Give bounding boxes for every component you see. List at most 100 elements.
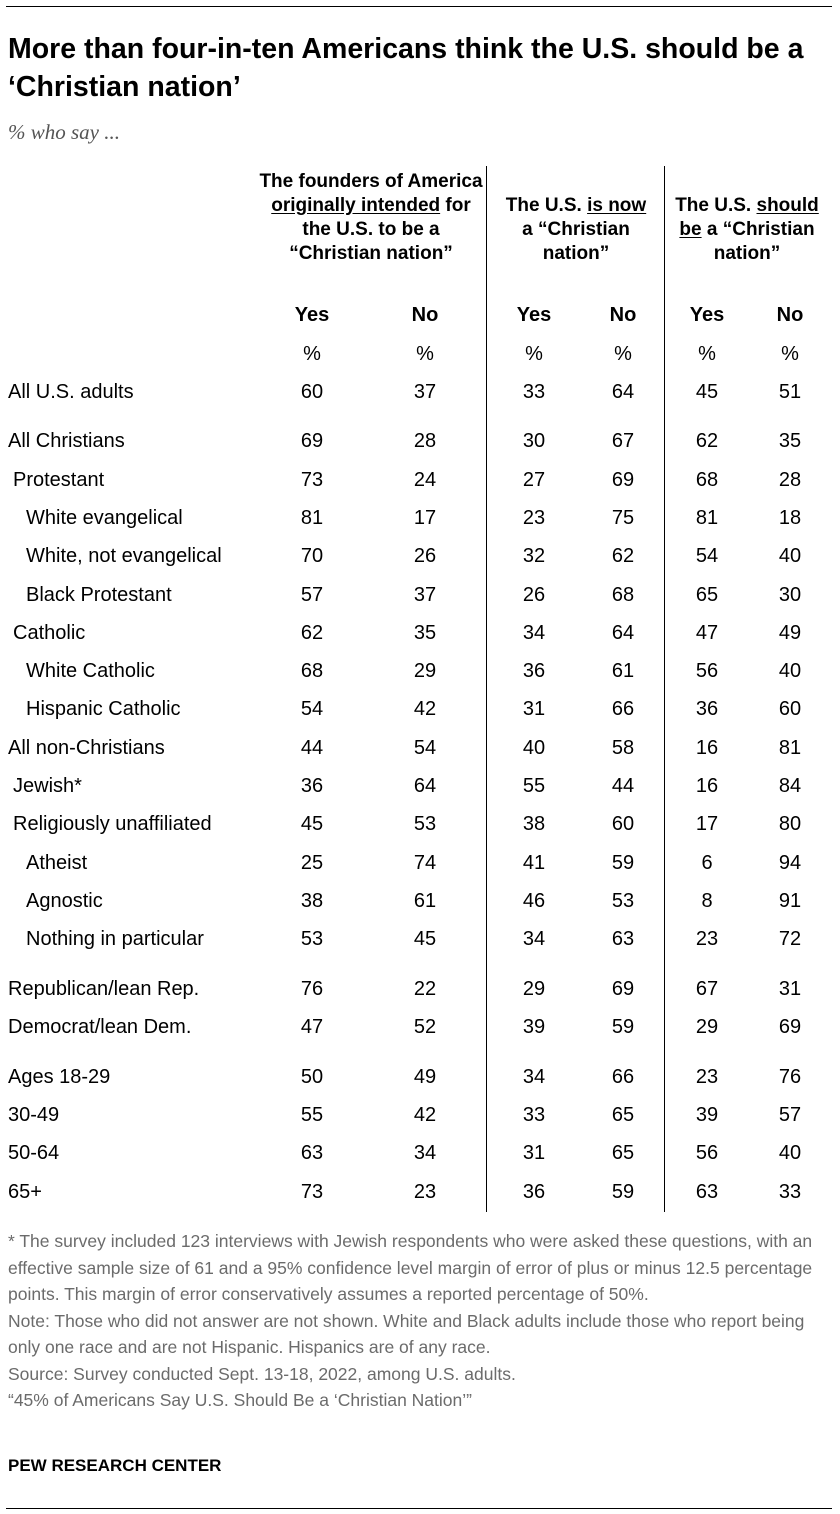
row-label: 30-49 [8,1104,60,1126]
table-cell: 60 [300,381,324,403]
table-cell: 66 [611,698,635,720]
table-cell: 80 [778,813,802,835]
yes-header: Yes [516,304,552,326]
table-cell: 81 [778,737,802,759]
table-cell: 31 [778,978,802,1000]
row-label: All Christians [8,430,125,452]
table-cell: 22 [413,978,437,1000]
table-cell: 54 [695,545,719,567]
row-label: Agnostic [26,890,103,912]
table-cell: 57 [300,584,324,606]
row-label: White, not evangelical [26,545,222,567]
row-label: 65+ [8,1181,42,1203]
table-cell: 34 [522,928,546,950]
table-cell: 57 [778,1104,802,1126]
table-cell: 17 [695,813,719,835]
table-cell: 37 [413,584,437,606]
table-cell: 64 [611,381,635,403]
table-cell: 31 [522,698,546,720]
table-cell: 38 [300,890,324,912]
table-cell: 63 [300,1142,324,1164]
no-header: No [411,304,439,326]
page-title: More than four-in-ten Americans think th… [8,33,804,103]
table-cell: 63 [611,928,635,950]
table-cell: 31 [522,1142,546,1164]
footnotes: * The survey included 123 interviews wit… [8,1228,828,1414]
table-cell: 64 [611,622,635,644]
table-cell: 84 [778,775,802,797]
table-cell: 29 [522,978,546,1000]
column-divider [486,166,487,1212]
table-cell: 8 [701,890,713,912]
row-label: Nothing in particular [26,928,204,950]
table-cell: 62 [695,430,719,452]
table-cell: 18 [778,507,802,529]
table-cell: 40 [522,737,546,759]
table-cell: 36 [695,698,719,720]
table-cell: 68 [695,469,719,491]
table-cell: 36 [300,775,324,797]
table-cell: 67 [695,978,719,1000]
table-cell: 16 [695,775,719,797]
column-header-founders: The founders of America originally inten… [259,171,483,264]
table-cell: 67 [611,430,635,452]
row-label: All non-Christians [8,737,165,759]
table-cell: 26 [522,584,546,606]
table-cell: 35 [778,430,802,452]
table-cell: 36 [522,1181,546,1203]
table-cell: 58 [611,737,635,759]
table-cell: 32 [522,545,546,567]
percent-header: % [303,343,321,365]
source-text: Source: Survey conducted Sept. 13-18, 20… [8,1363,516,1384]
table-cell: 44 [300,737,324,759]
column-header-is-now: The U.S. is now a “Christian nation” [505,195,647,264]
table-cell: 59 [611,1181,635,1203]
row-label: Catholic [13,622,86,644]
row-label: Democrat/lean Dem. [8,1016,192,1038]
table-cell: 40 [778,660,802,682]
table-cell: 91 [778,890,802,912]
table-cell: 33 [522,1104,546,1126]
percent-header: % [416,343,434,365]
table-cell: 81 [300,507,324,529]
table-cell: 6 [701,852,713,874]
table-cell: 65 [611,1104,635,1126]
table-cell: 40 [778,545,802,567]
footnote-jewish: * The survey included 123 interviews wit… [8,1231,813,1304]
table-cell: 42 [413,698,437,720]
table-cell: 63 [695,1181,719,1203]
table-cell: 62 [300,622,324,644]
table-cell: 25 [300,852,324,874]
table-cell: 17 [413,507,437,529]
table-cell: 38 [522,813,546,835]
table-cell: 29 [695,1016,719,1038]
table-cell: 27 [522,469,546,491]
table-cell: 56 [695,660,719,682]
table-cell: 42 [413,1104,437,1126]
table-cell: 36 [522,660,546,682]
table-cell: 53 [413,813,437,835]
table-cell: 59 [611,1016,635,1038]
table-cell: 49 [778,622,802,644]
table-cell: 55 [522,775,546,797]
table-cell: 60 [778,698,802,720]
top-rule [6,6,832,7]
table-cell: 69 [611,469,635,491]
table-cell: 75 [611,507,635,529]
row-label: Ages 18-29 [8,1066,111,1088]
table-cell: 23 [695,928,719,950]
table-cell: 53 [300,928,324,950]
row-label: All U.S. adults [8,381,134,403]
table-cell: 68 [611,584,635,606]
table-cell: 69 [611,978,635,1000]
table-cell: 47 [300,1016,324,1038]
table-cell: 26 [413,545,437,567]
table-cell: 23 [695,1066,719,1088]
table-cell: 49 [413,1066,437,1088]
table-cell: 45 [695,381,719,403]
table-cell: 72 [778,928,802,950]
row-label: White evangelical [26,507,183,529]
table-cell: 45 [300,813,324,835]
table-cell: 54 [300,698,324,720]
row-label: Republican/lean Rep. [8,978,200,1000]
